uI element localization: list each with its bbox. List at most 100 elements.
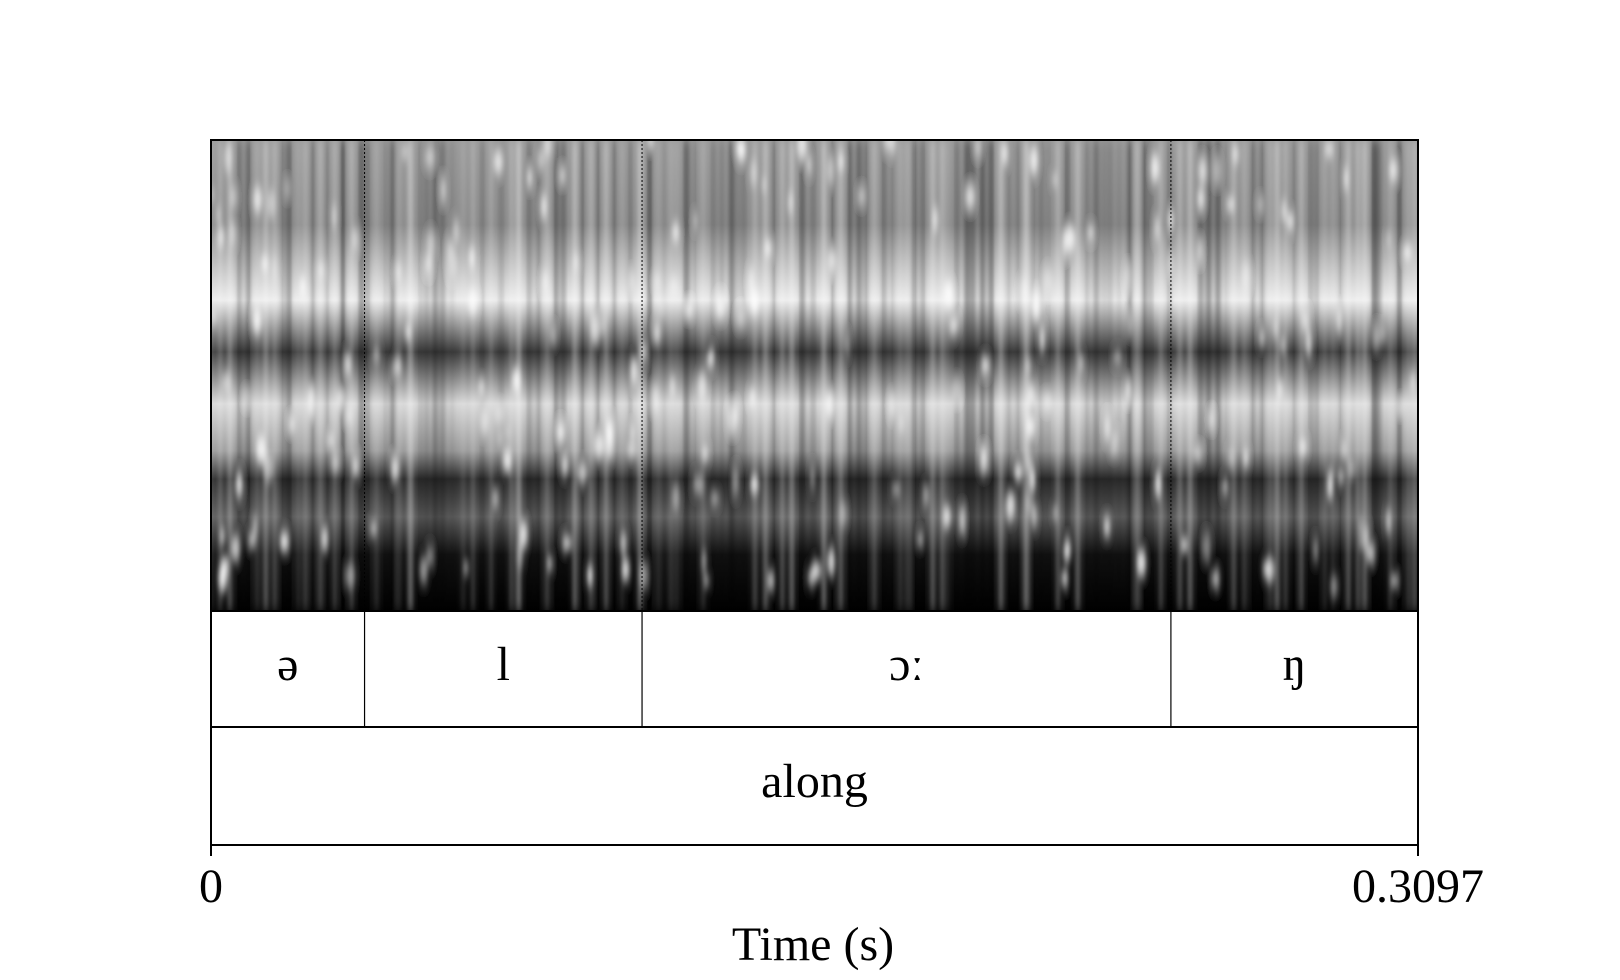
spectrogram-stripe bbox=[1064, 140, 1069, 611]
spectrogram-speck bbox=[672, 221, 680, 243]
spectrogram-stripe bbox=[359, 140, 364, 611]
spectrogram-speck bbox=[519, 520, 528, 549]
spectrogram-speck bbox=[715, 295, 726, 318]
spectrogram-speck bbox=[639, 561, 648, 590]
spectrogram-speck bbox=[1243, 449, 1249, 467]
spectrogram-stripe bbox=[384, 140, 387, 611]
spectrogram-stripe bbox=[211, 140, 214, 611]
spectrogram-stripe bbox=[1231, 140, 1236, 611]
spectrogram-speck bbox=[653, 323, 661, 344]
spectrogram-stripe bbox=[920, 140, 925, 611]
spectrogram-speck bbox=[424, 147, 435, 168]
spectrogram-speck bbox=[425, 231, 436, 257]
spectrogram-speck bbox=[1221, 478, 1229, 496]
spectrogram-speck bbox=[697, 372, 707, 401]
spectrogram-speck bbox=[492, 487, 499, 510]
spectrogram-speck bbox=[952, 379, 961, 402]
spectrogram-speck bbox=[660, 301, 665, 314]
spectrogram-speck bbox=[224, 143, 233, 174]
spectrogram-speck bbox=[219, 527, 225, 546]
spectrogram-speck bbox=[749, 390, 756, 405]
spectrogram-speck bbox=[1231, 145, 1240, 164]
spectrogram-speck bbox=[735, 309, 746, 327]
spectrogram-speck bbox=[345, 562, 356, 590]
spectrogram-speck bbox=[974, 140, 982, 156]
spectrogram-speck bbox=[263, 453, 274, 484]
spectrogram-speck bbox=[1103, 516, 1111, 538]
spectrogram-speck bbox=[1002, 141, 1009, 166]
spectrogram-stripe bbox=[838, 140, 844, 611]
spectrogram-speck bbox=[944, 282, 954, 307]
spectrogram-speck bbox=[651, 385, 659, 412]
spectrogram-speck bbox=[701, 548, 707, 574]
spectrogram-speck bbox=[352, 227, 359, 251]
spectrogram-speck bbox=[1025, 493, 1035, 515]
spectrogram-speck bbox=[587, 564, 593, 588]
spectrogram-stripe bbox=[771, 140, 776, 611]
spectrogram-stripe bbox=[1397, 140, 1402, 611]
spectrogram-speck bbox=[672, 483, 680, 512]
spectrogram-speck bbox=[559, 168, 566, 183]
spectrogram-stripe bbox=[510, 140, 513, 611]
spectrogram-speck bbox=[243, 391, 252, 406]
spectrogram-speck bbox=[669, 277, 679, 296]
spectrogram-speck bbox=[505, 427, 510, 440]
spectrogram-speck bbox=[898, 417, 904, 431]
spectrogram-stripe bbox=[980, 140, 985, 611]
spectrogram-speck bbox=[1110, 433, 1120, 444]
spectrogram-stripe bbox=[1339, 140, 1342, 611]
spectrogram-speck bbox=[562, 536, 572, 551]
spectrogram-speck bbox=[837, 153, 845, 171]
spectrogram-speck bbox=[1202, 533, 1212, 563]
spectrogram-speck bbox=[630, 425, 636, 441]
spectrogram-speck bbox=[543, 140, 553, 158]
spectrogram-speck bbox=[248, 532, 257, 548]
spectrogram-stripe bbox=[892, 140, 895, 611]
spectrogram-speck bbox=[1396, 401, 1405, 412]
x-axis-label: Time (s) bbox=[732, 918, 894, 971]
spectrogram-speck bbox=[640, 341, 648, 362]
spectrogram-speck bbox=[1389, 574, 1399, 587]
spectrogram-stripe bbox=[742, 140, 746, 611]
spectrogram-stripe bbox=[1167, 140, 1171, 611]
spectrogram-stripe bbox=[579, 140, 584, 611]
spectrogram-stripe bbox=[1260, 140, 1265, 611]
spectrogram-stripe bbox=[374, 140, 379, 611]
spectrogram-stripe bbox=[263, 140, 269, 611]
spectrogram-stripe bbox=[1225, 140, 1228, 611]
spectrogram-stripe bbox=[218, 140, 223, 611]
spectrogram-stripe bbox=[1215, 140, 1221, 611]
spectrogram-stripe bbox=[1362, 140, 1367, 611]
spectrogram-speck bbox=[1347, 458, 1356, 481]
spectrogram-speck bbox=[1213, 157, 1222, 185]
spectrogram-speck bbox=[889, 140, 896, 156]
spectrogram-stripe bbox=[998, 140, 1003, 611]
spectrogram-stripe bbox=[1206, 140, 1211, 611]
spectrogram-speck bbox=[733, 403, 738, 426]
spectrogram-stripe bbox=[1293, 140, 1297, 611]
spectrogram-speck bbox=[1359, 533, 1370, 551]
spectrogram-stripe bbox=[971, 140, 976, 611]
spectrogram-stripe bbox=[612, 140, 617, 611]
spectrogram-speck bbox=[330, 454, 340, 473]
spectrogram-speck bbox=[1336, 469, 1345, 485]
spectrogram-speck bbox=[1379, 326, 1386, 342]
spectrogram-stripe bbox=[1412, 140, 1417, 611]
spectrogram-speck bbox=[1110, 444, 1118, 455]
spectrogram-speck bbox=[1324, 141, 1334, 157]
spectrogram-speck bbox=[827, 547, 835, 577]
spectrogram-speck bbox=[468, 290, 478, 315]
spectrogram-speck bbox=[750, 474, 759, 495]
spectrogram-speck bbox=[404, 325, 412, 339]
spectrogram-speck bbox=[806, 155, 812, 175]
spectrogram-speck bbox=[527, 168, 532, 187]
spectrogram-speck bbox=[395, 263, 401, 281]
spectrogram-stripe bbox=[418, 140, 423, 611]
spectrogram-speck bbox=[1343, 166, 1349, 191]
spectrogram-stripe bbox=[397, 140, 401, 611]
spectrogram-speck bbox=[1150, 153, 1159, 183]
spectrogram-stripe bbox=[227, 140, 233, 611]
spectrogram-stripe bbox=[1056, 140, 1060, 611]
spectrogram-stripe bbox=[675, 140, 679, 611]
